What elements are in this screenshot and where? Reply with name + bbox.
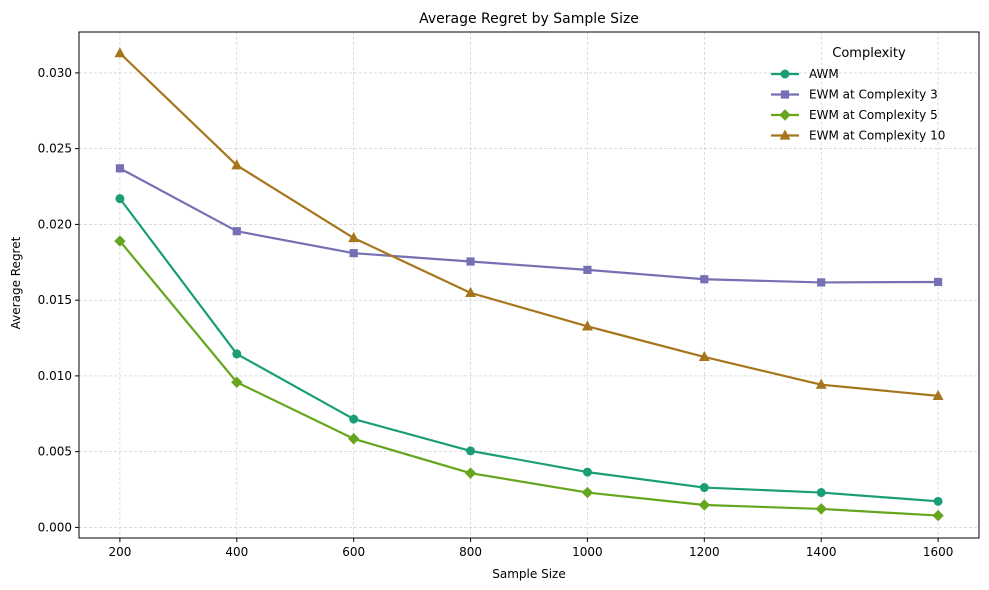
data-point <box>464 467 477 479</box>
data-point <box>465 286 476 297</box>
data-point <box>348 231 360 243</box>
data-point <box>582 320 593 331</box>
legend-item: EWM at Complexity 10 <box>771 129 945 143</box>
y-tick-label: 0.030 <box>38 66 72 80</box>
plot-area-frame <box>78 31 980 539</box>
data-point <box>816 488 826 498</box>
data-point <box>232 349 242 359</box>
y-axis-label: Average Regret <box>9 236 23 329</box>
data-point <box>699 483 709 493</box>
data-point <box>349 249 358 258</box>
series-lines <box>114 47 944 522</box>
x-tick-label: 400 <box>225 545 248 559</box>
data-point <box>466 257 475 266</box>
series-3 <box>114 47 944 400</box>
legend-item: EWM at Complexity 3 <box>771 88 938 102</box>
data-point <box>581 486 594 499</box>
data-point <box>231 159 243 170</box>
legend-marker <box>780 90 790 99</box>
legend-label: EWM at Complexity 5 <box>809 108 938 122</box>
legend-item: EWM at Complexity 5 <box>771 108 938 122</box>
legend: Complexity AWM EWM at Complexity 3 EWM at … <box>771 46 945 143</box>
x-tick-label: 1200 <box>689 545 720 559</box>
x-tick-label: 600 <box>342 545 365 559</box>
data-point <box>933 277 943 287</box>
data-point <box>347 433 360 445</box>
x-tick-label: 1400 <box>806 545 837 559</box>
legend-label: EWM at Complexity 3 <box>809 88 938 102</box>
data-point <box>231 376 243 388</box>
data-point <box>932 509 944 522</box>
x-tick-label: 200 <box>108 545 131 559</box>
data-point <box>114 235 126 247</box>
series-line <box>119 167 939 284</box>
chart-title: Average Regret by Sample Size <box>419 11 639 27</box>
series-line <box>119 197 939 503</box>
data-point <box>933 496 943 506</box>
data-point <box>115 164 125 173</box>
legend-marker <box>780 69 790 79</box>
data-point <box>232 227 241 236</box>
data-point <box>698 499 711 511</box>
legend-title: Complexity <box>832 46 906 61</box>
x-tick-label: 800 <box>459 545 482 559</box>
series-line <box>119 52 939 397</box>
data-point <box>815 378 827 389</box>
y-tick-label: 0.000 <box>38 520 72 534</box>
series-line <box>119 240 939 517</box>
data-point <box>582 467 592 477</box>
y-tick-label: 0.015 <box>38 293 72 307</box>
legend-item: AWM <box>771 67 839 81</box>
data-point <box>932 389 944 400</box>
y-tick-label: 0.010 <box>38 369 72 383</box>
series-1 <box>115 164 943 287</box>
y-tick-label: 0.020 <box>38 217 72 231</box>
data-point <box>700 275 709 284</box>
data-point <box>114 47 126 58</box>
data-point <box>817 278 826 287</box>
x-tick-label: 1000 <box>572 545 603 559</box>
x-axis-ticks: 200 400 600 800 1000 1200 1400 1600 <box>108 538 953 559</box>
y-tick-label: 0.025 <box>38 142 72 156</box>
legend-marker <box>779 109 791 121</box>
data-point <box>349 414 359 424</box>
data-point <box>115 194 125 204</box>
x-tick-label: 1600 <box>923 545 954 559</box>
data-point <box>583 265 592 274</box>
data-point <box>466 446 476 456</box>
grid <box>79 32 979 538</box>
data-point <box>815 503 827 515</box>
y-axis-ticks: 0.000 0.005 0.010 0.015 0.020 0.025 0.030 <box>38 66 79 534</box>
legend-marker <box>779 129 791 140</box>
y-tick-label: 0.005 <box>38 445 72 459</box>
series-0 <box>115 194 943 506</box>
legend-label: AWM <box>809 67 839 81</box>
x-axis-label: Sample Size <box>492 567 565 581</box>
data-point <box>698 350 710 362</box>
legend-label: EWM at Complexity 10 <box>809 129 945 143</box>
series-2 <box>114 235 944 522</box>
